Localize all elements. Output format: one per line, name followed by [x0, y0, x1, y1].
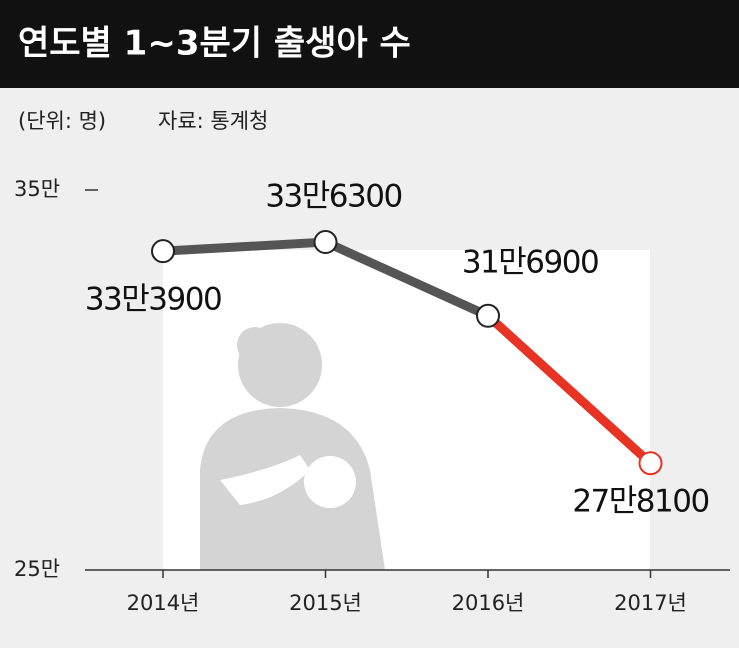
value-label: 33만6300 [265, 179, 401, 215]
x-tick-label: 2016년 [452, 591, 525, 615]
chart-title: 연도별 1~3분기 출생아 수 [18, 24, 411, 64]
line-segment [162, 237, 326, 256]
y-tick-label: 25만 [14, 557, 60, 581]
value-label: 31만6900 [462, 244, 598, 280]
value-label: 27만8100 [572, 484, 708, 520]
title-bar [0, 0, 739, 88]
line-segment [323, 237, 490, 320]
point [638, 451, 663, 476]
baby-icon [220, 455, 356, 508]
x-tick-label: 2015년 [289, 591, 362, 615]
mother-icon [200, 323, 385, 570]
source: 자료: 통계청 [158, 109, 268, 133]
x-tick-label: 2017년 [614, 591, 687, 615]
x-tick-label: 2014년 [127, 591, 200, 615]
point [151, 239, 175, 264]
y-tick-label: 35만 [14, 177, 60, 201]
unit-note: (단위: 명) [18, 109, 106, 133]
value-label: 33만3900 [85, 282, 221, 318]
line-segment [484, 312, 654, 467]
point [313, 230, 338, 255]
point [476, 303, 500, 328]
